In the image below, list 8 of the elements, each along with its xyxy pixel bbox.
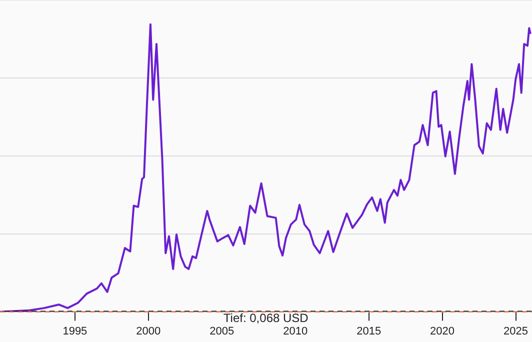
x-tick-label: 2025: [504, 325, 528, 338]
x-tick-label: 2020: [430, 325, 455, 338]
x-tick-label: 2015: [356, 325, 382, 338]
x-tick-label: 2000: [136, 325, 161, 338]
annotation: Tief: 0,068 USD: [223, 311, 309, 326]
x-tick-label: 2010: [283, 325, 308, 338]
x-tick-label: 1995: [62, 325, 88, 338]
x-tick-label: 2005: [210, 325, 234, 338]
